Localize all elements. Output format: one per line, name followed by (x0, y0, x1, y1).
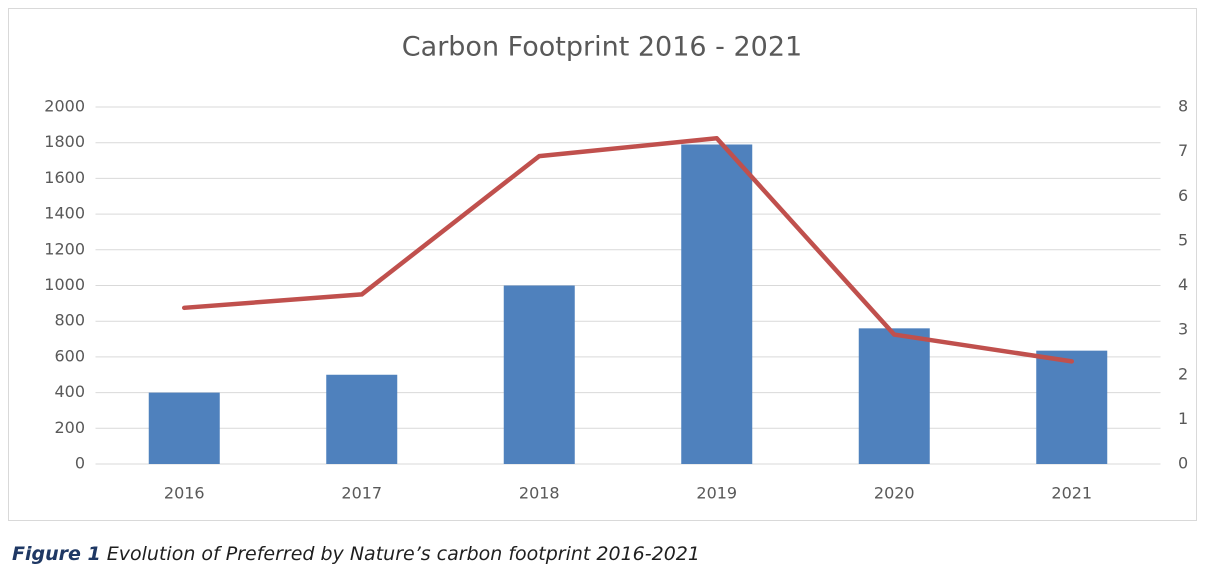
y-tick-label: 1200 (44, 239, 85, 258)
x-tick-label: 2016 (164, 484, 205, 503)
y-tick-label: 1000 (44, 275, 85, 294)
y-tick-label: 1600 (44, 168, 85, 187)
chart-border (8, 8, 1197, 521)
y-tick-label: 0 (75, 454, 85, 473)
line (182, 135, 1074, 364)
y-tick-label: 200 (54, 418, 85, 437)
caption: Figure 1 Evolution of Preferred by Natur… (12, 543, 700, 565)
y2-tick-label: 0 (1178, 454, 1188, 473)
y2-tick-label: 2 (1178, 364, 1188, 383)
y-tick-label: 600 (54, 346, 85, 365)
y-tick-label: 1400 (44, 204, 85, 223)
y-tick-label: 800 (54, 311, 85, 330)
bar (503, 285, 575, 464)
bar (681, 144, 753, 465)
bar (148, 392, 220, 464)
bar (858, 328, 930, 464)
y-tick-label: 1800 (44, 132, 85, 151)
x-tick-label: 2020 (874, 484, 915, 503)
bar (326, 374, 398, 464)
y2-tick-label: 5 (1178, 230, 1188, 249)
chart-title: Carbon Footprint 2016 - 2021 (402, 32, 802, 63)
y2-tick-label: 7 (1178, 141, 1188, 160)
x-tick-label: 2021 (1051, 484, 1092, 503)
x-tick-label: 2018 (519, 484, 560, 503)
y2-tick-label: 1 (1178, 409, 1188, 428)
y2-tick-label: 6 (1178, 186, 1188, 205)
y2-tick-label: 3 (1178, 320, 1188, 339)
y-tick-label: 400 (54, 382, 85, 401)
bar (1036, 350, 1108, 464)
y-tick-label: 2000 (44, 97, 85, 116)
caption-label: Figure 1 (12, 543, 101, 565)
y2-tick-label: 4 (1178, 275, 1188, 294)
caption-text: Evolution of Preferred by Nature’s carbo… (107, 543, 700, 565)
y2-tick-label: 8 (1178, 97, 1188, 116)
x-tick-label: 2017 (341, 484, 382, 503)
x-tick-label: 2019 (696, 484, 737, 503)
